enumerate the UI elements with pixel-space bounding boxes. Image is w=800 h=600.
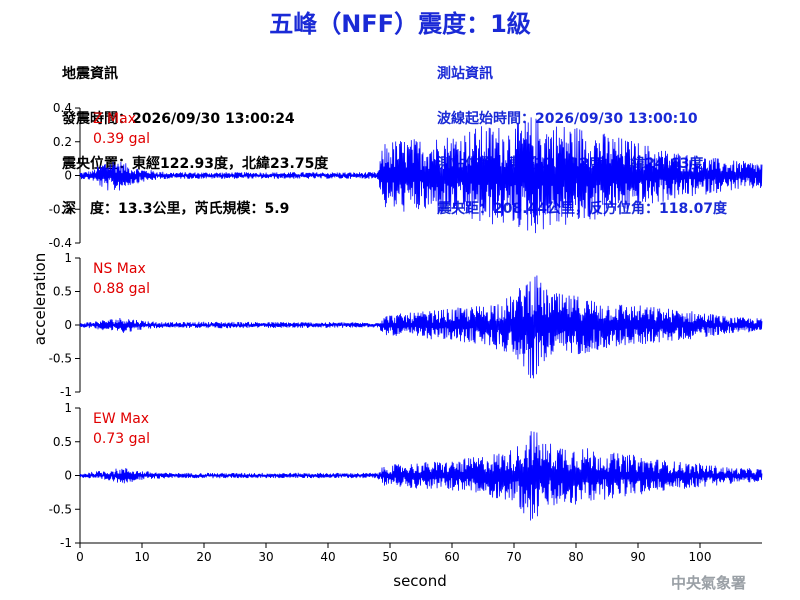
- y-tick-label: -0.5: [49, 502, 72, 516]
- epicentral-distance: 震央距：208.44公里，反方位角：118.07度: [437, 201, 728, 217]
- y-tick-label: 1: [64, 251, 72, 265]
- x-tick-label: 0: [76, 550, 84, 564]
- y-tick-label: 0.2: [53, 135, 72, 149]
- x-axis-label: second: [393, 572, 447, 590]
- x-tick-label: 60: [444, 550, 459, 564]
- x-tick-label: 30: [258, 550, 273, 564]
- component-max-ew: 0.73 gal: [93, 431, 150, 447]
- agency-credit: 中央氣象署: [670, 574, 746, 592]
- component-label-ew: EW Max: [93, 411, 149, 427]
- component-max-z: 0.39 gal: [93, 131, 150, 147]
- trace-ew: [79, 431, 763, 521]
- earthquake-info: 地震資訊 發震時間：2026/09/30 13:00:24 震央位置：東經122…: [62, 37, 328, 232]
- y-tick-label: -0.4: [49, 236, 72, 250]
- y-tick-label: -0.2: [49, 202, 72, 216]
- y-tick-label: 0: [64, 169, 72, 183]
- x-tick-label: 20: [196, 550, 211, 564]
- x-tick-label: 50: [382, 550, 397, 564]
- y-tick-label: 0.4: [53, 101, 72, 115]
- x-tick-label: 40: [320, 550, 335, 564]
- earthquake-info-heading: 地震資訊: [62, 66, 118, 82]
- origin-time: 發震時間：2026/09/30 13:00:24: [62, 111, 295, 127]
- record-start-time: 波線起始時間：2026/09/30 13:00:10: [437, 111, 698, 127]
- x-tick-label: 100: [689, 550, 712, 564]
- component-max-ns: 0.88 gal: [93, 281, 150, 297]
- x-tick-label: 10: [134, 550, 149, 564]
- component-label-ns: NS Max: [93, 261, 146, 277]
- y-tick-label: 0.5: [53, 285, 72, 299]
- component-label-z: Z Max: [93, 111, 136, 127]
- y-axis-label: acceleration: [31, 252, 49, 346]
- y-tick-label: 0.5: [53, 435, 72, 449]
- depth-magnitude: 深 度：13.3公里，芮氏規模：5.9: [62, 201, 290, 217]
- station-info-heading: 測站資訊: [437, 66, 493, 82]
- x-tick-label: 80: [568, 550, 583, 564]
- x-tick-label: 90: [630, 550, 645, 564]
- page-title: 五峰（NFF）震度：1級: [269, 10, 531, 38]
- y-tick-label: -1: [60, 385, 72, 399]
- epicenter-location: 震央位置：東經122.93度，北緯23.75度: [62, 156, 329, 172]
- y-tick-label: -0.5: [49, 352, 72, 366]
- y-tick-label: 0: [64, 469, 72, 483]
- y-tick-label: 1: [64, 401, 72, 415]
- trace-z: [79, 117, 763, 234]
- trace-ns: [79, 275, 763, 379]
- y-tick-label: 0: [64, 318, 72, 332]
- x-tick-label: 70: [506, 550, 521, 564]
- y-tick-label: -1: [60, 536, 72, 550]
